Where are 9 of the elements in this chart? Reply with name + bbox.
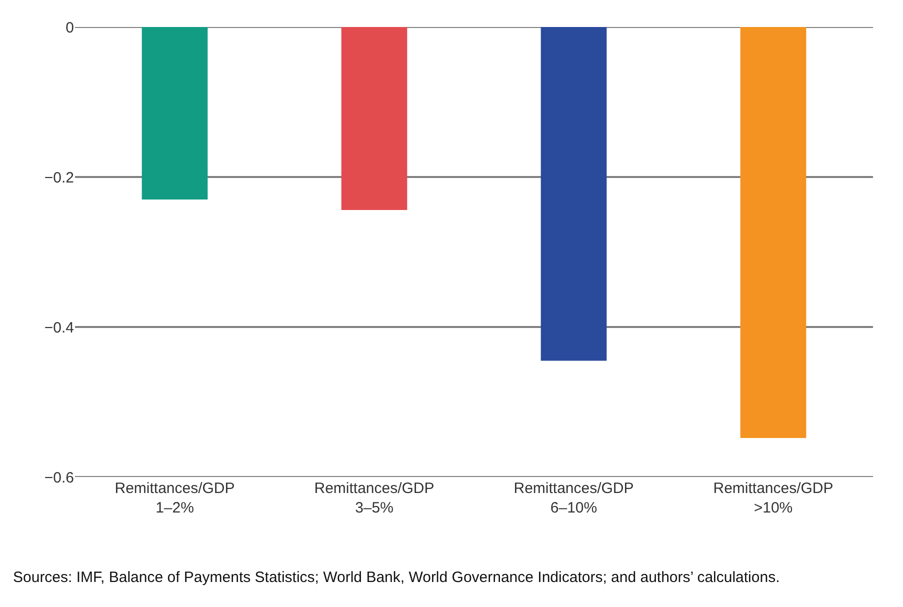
x-tick-label: Remittances/GDP 3–5% — [314, 480, 434, 516]
y-tick-label: −0.2 — [44, 169, 74, 186]
y-tick-label: −0.4 — [44, 319, 74, 336]
y-tick-label: −0.6 — [44, 469, 74, 486]
source-note: Sources: IMF, Balance of Payments Statistics; World Bank, World Governance Indicators; and authors’ calculations. — [13, 569, 780, 586]
x-tick-label: Remittances/GDP 1–2% — [114, 480, 235, 516]
x-tick-label: Remittances/GDP 6–10% — [514, 480, 634, 516]
x-tick-label: Remittances/GDP >10% — [713, 480, 834, 516]
y-tick-label: 0 — [66, 19, 74, 36]
